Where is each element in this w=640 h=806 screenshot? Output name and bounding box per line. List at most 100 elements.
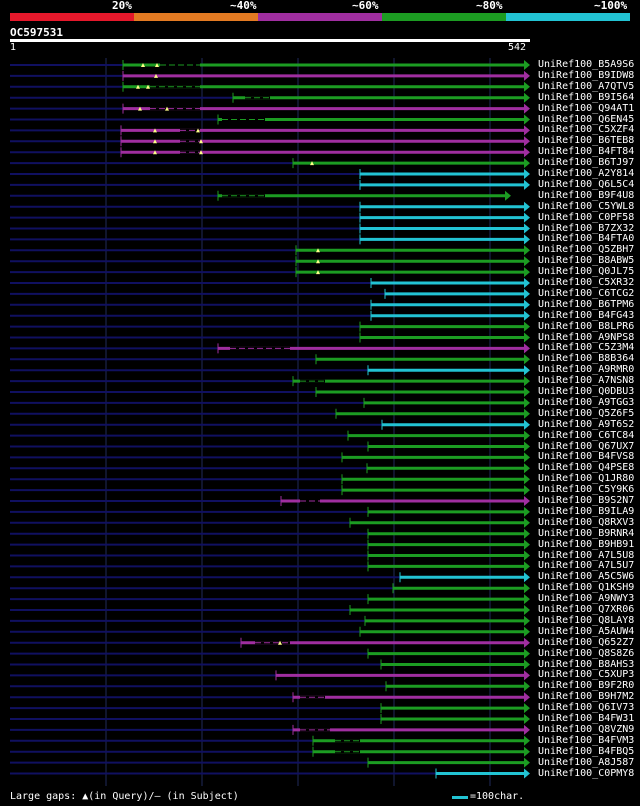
hit-row[interactable] <box>10 60 530 70</box>
hit-label[interactable]: UniRef100_A7QTV5 <box>538 80 635 92</box>
hit-row[interactable] <box>10 583 530 594</box>
hit-label[interactable]: UniRef100_C0PMY8 <box>538 767 635 779</box>
hit-label[interactable]: UniRef100_B4FG43 <box>538 309 635 321</box>
hit-label[interactable]: UniRef100_B9S2N7 <box>538 495 635 506</box>
hit-row[interactable] <box>10 147 530 158</box>
hit-row[interactable] <box>10 408 530 419</box>
hit-row[interactable] <box>10 681 530 692</box>
hit-row[interactable] <box>10 496 530 506</box>
hit-label[interactable]: UniRef100_Q1JR80 <box>538 473 635 485</box>
hit-row[interactable] <box>10 626 530 637</box>
hit-label[interactable]: UniRef100_Q94AT1 <box>538 102 635 114</box>
hit-label[interactable]: UniRef100_Q6IV73 <box>538 702 635 714</box>
hit-label[interactable]: UniRef100_A8J587 <box>538 756 635 768</box>
hit-row[interactable] <box>10 245 530 256</box>
hit-label[interactable]: UniRef100_B4FVS8 <box>538 451 635 463</box>
hit-label[interactable]: UniRef100_A9RMR0 <box>538 364 635 376</box>
hit-label[interactable]: UniRef100_Q6L5C4 <box>538 178 635 190</box>
hit-label[interactable]: UniRef100_B9IDW8 <box>538 69 635 81</box>
hit-label[interactable]: UniRef100_B4FVM3 <box>538 734 635 746</box>
hit-label[interactable]: UniRef100_B4FW31 <box>538 713 635 724</box>
hit-row[interactable] <box>10 92 530 103</box>
hit-row[interactable] <box>10 474 530 485</box>
hit-row[interactable] <box>10 256 530 267</box>
hit-row[interactable] <box>10 714 530 724</box>
hit-label[interactable]: UniRef100_B8AHS3 <box>538 658 635 670</box>
hit-row[interactable] <box>10 332 530 343</box>
hit-row[interactable] <box>10 201 530 212</box>
hit-label[interactable]: UniRef100_A9NPS8 <box>538 331 635 343</box>
hit-row[interactable] <box>10 114 530 125</box>
hit-row[interactable] <box>10 190 511 201</box>
hit-label[interactable]: UniRef100_Q6EN45 <box>538 113 635 125</box>
hit-label[interactable]: UniRef100_C5YWL8 <box>538 200 635 212</box>
hit-label[interactable]: UniRef100_Q0DBU3 <box>538 386 635 397</box>
hit-label[interactable]: UniRef100_C5Z3M4 <box>538 342 635 354</box>
hit-label[interactable]: UniRef100_B9HB91 <box>538 538 635 550</box>
hit-row[interactable] <box>10 310 530 321</box>
hit-row[interactable] <box>10 768 530 779</box>
hit-label[interactable]: UniRef100_B9RNR4 <box>538 527 635 539</box>
hit-label[interactable]: UniRef100_B7ZX32 <box>538 222 635 234</box>
hit-label[interactable]: UniRef100_B4FT84 <box>538 146 635 158</box>
hit-row[interactable] <box>10 670 530 681</box>
hit-label[interactable]: UniRef100_B8B364 <box>538 353 635 365</box>
hit-label[interactable]: UniRef100_B6TPM6 <box>538 298 635 310</box>
hit-row[interactable] <box>10 103 530 114</box>
hit-row[interactable] <box>10 539 530 550</box>
hit-row[interactable] <box>10 561 530 572</box>
hit-label[interactable]: UniRef100_Q5ZBH7 <box>538 244 635 256</box>
hit-label[interactable]: UniRef100_A5AUW4 <box>538 625 635 637</box>
hit-label[interactable]: UniRef100_Q5Z6F5 <box>538 407 635 419</box>
hit-row[interactable] <box>10 354 530 365</box>
hit-label[interactable]: UniRef100_A7L5U7 <box>538 560 635 572</box>
hit-row[interactable] <box>10 343 530 354</box>
hit-row[interactable] <box>10 70 530 81</box>
hit-label[interactable]: UniRef100_A7NSN8 <box>538 375 635 387</box>
hit-row[interactable] <box>10 169 530 179</box>
hit-label[interactable]: UniRef100_A2Y814 <box>538 168 635 179</box>
hit-label[interactable]: UniRef100_Q8LAY8 <box>538 614 635 626</box>
hit-row[interactable] <box>10 692 530 703</box>
hit-label[interactable]: UniRef100_B4FBQ5 <box>538 745 635 757</box>
hit-label[interactable]: UniRef100_Q8S8Z6 <box>538 647 635 659</box>
hit-label[interactable]: UniRef100_Q8VZN9 <box>538 723 635 735</box>
hit-label[interactable]: UniRef100_B5A9S6 <box>538 59 635 70</box>
hit-row[interactable] <box>10 452 530 463</box>
hit-label[interactable]: UniRef100_A5C5W6 <box>538 571 635 583</box>
hit-label[interactable]: UniRef100_Q67UX7 <box>538 440 635 452</box>
hit-label[interactable]: UniRef100_C6TCG2 <box>538 287 635 299</box>
hit-label[interactable]: UniRef100_B9H7M2 <box>538 691 635 703</box>
hit-label[interactable]: UniRef100_Q652Z7 <box>538 636 635 648</box>
hit-row[interactable] <box>10 506 530 517</box>
hit-row[interactable] <box>10 387 530 397</box>
hit-row[interactable] <box>10 648 530 659</box>
hit-label[interactable]: UniRef100_B6TJ97 <box>538 157 635 169</box>
hit-label[interactable]: UniRef100_C5XUP3 <box>538 669 635 681</box>
hit-label[interactable]: UniRef100_Q1KSH9 <box>538 582 635 594</box>
hit-row[interactable] <box>10 594 530 605</box>
hit-row[interactable] <box>10 572 530 583</box>
hit-label[interactable]: UniRef100_A9NWY3 <box>538 593 635 605</box>
hit-label[interactable]: UniRef100_C5XZF4 <box>538 124 635 136</box>
hit-row[interactable] <box>10 158 530 169</box>
hit-row[interactable] <box>10 179 530 190</box>
hit-row[interactable] <box>10 430 530 441</box>
hit-label[interactable]: UniRef100_Q8RXV3 <box>538 516 635 528</box>
hit-row[interactable] <box>10 267 530 278</box>
hit-row[interactable] <box>10 419 530 430</box>
hit-row[interactable] <box>10 735 530 746</box>
hit-label[interactable]: UniRef100_A7L5U8 <box>538 549 635 561</box>
hit-label[interactable]: UniRef100_B9ILA9 <box>538 505 635 517</box>
hit-row[interactable] <box>10 746 530 757</box>
hit-label[interactable]: UniRef100_A9T6S2 <box>538 418 635 430</box>
hit-row[interactable] <box>10 321 530 332</box>
hit-row[interactable] <box>10 703 530 714</box>
hit-label[interactable]: UniRef100_B6TEB8 <box>538 135 635 147</box>
hit-row[interactable] <box>10 376 530 387</box>
hit-row[interactable] <box>10 278 530 288</box>
hit-label[interactable]: UniRef100_Q4PSE8 <box>538 462 635 474</box>
hit-row[interactable] <box>10 550 530 561</box>
hit-row[interactable] <box>10 288 530 299</box>
hit-row[interactable] <box>10 397 530 408</box>
